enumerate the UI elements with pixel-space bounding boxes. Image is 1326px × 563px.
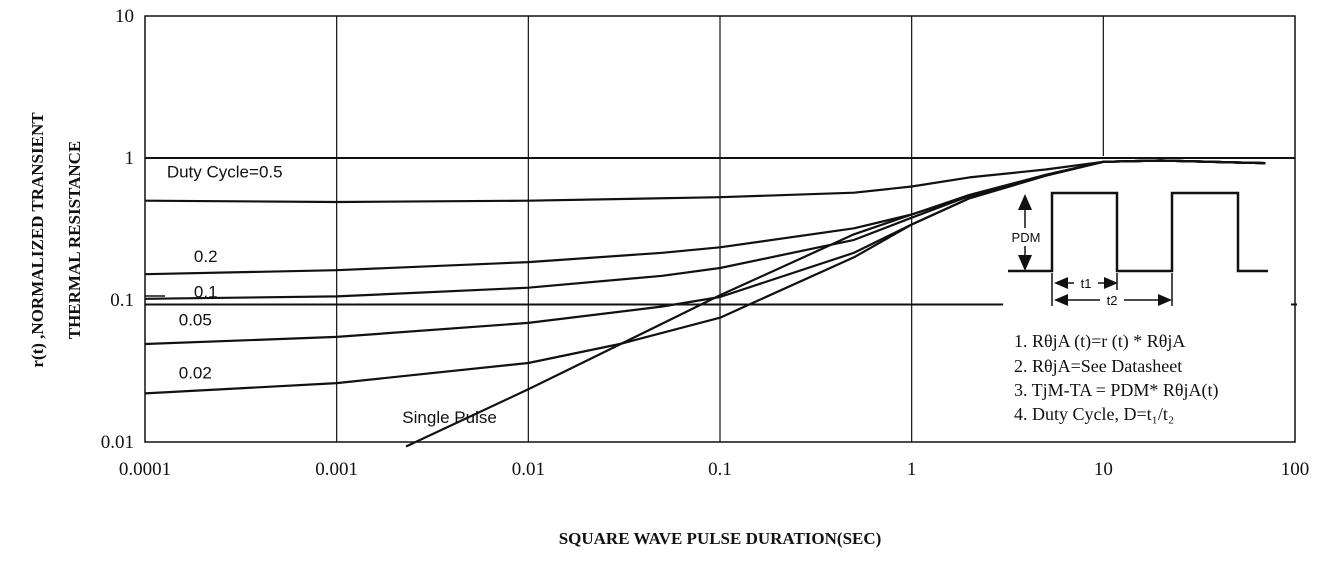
t2-label-bg bbox=[1100, 293, 1124, 309]
y-tick-label-1: 1 bbox=[125, 148, 135, 169]
reference-lines bbox=[145, 157, 1297, 306]
pulse-waveform-inset bbox=[1008, 191, 1268, 306]
note-4: 4. Duty Cycle, D=t₁/t₂ bbox=[1014, 404, 1174, 424]
t2-label: t2 bbox=[1107, 293, 1118, 308]
series-line-1 bbox=[144, 159, 1266, 204]
y-tick-label-0.1: 0.1 bbox=[110, 290, 134, 311]
x-tick-label-10: 10 bbox=[1094, 459, 1113, 480]
grid-layer bbox=[144, 15, 1296, 443]
series-line-4 bbox=[144, 159, 1266, 346]
note-2: 2. RθjA=See Datasheet bbox=[1014, 356, 1182, 376]
y-tick-label-10: 10 bbox=[115, 6, 134, 27]
series-label-5: 0.02 bbox=[179, 364, 212, 383]
x-tick-label-0.001: 0.001 bbox=[315, 459, 358, 480]
x-tick-label-0.1: 0.1 bbox=[708, 459, 732, 480]
y-axis-title-line1: r(t) ,NORMALIZED TRANSIENT bbox=[28, 112, 47, 368]
pulse-waveform bbox=[1008, 191, 1268, 273]
note-1: 1. RθjA (t)=r (t) * RθjA bbox=[1014, 331, 1185, 352]
series-line-6 bbox=[405, 159, 1266, 448]
x-tick-label-0.0001: 0.0001 bbox=[119, 459, 171, 480]
series-label-1: Duty Cycle=0.5 bbox=[167, 162, 283, 181]
x-tick-label-100: 100 bbox=[1281, 459, 1310, 480]
series-layer bbox=[144, 159, 1266, 448]
series-label-3: 0.1 bbox=[194, 283, 218, 302]
t1-label-bg bbox=[1074, 276, 1098, 292]
t2-arrow-left bbox=[1054, 294, 1068, 306]
series-label-6: Single Pulse bbox=[402, 408, 497, 427]
t1-arrow-right bbox=[1104, 277, 1118, 289]
x-tick-label-1: 1 bbox=[907, 459, 917, 480]
series-label-2: 0.2 bbox=[194, 247, 218, 266]
note-3: 3. TjM-TA = PDM* RθjA(t) bbox=[1014, 380, 1219, 401]
pdm-label-bg bbox=[1006, 228, 1046, 246]
x-axis-title: SQUARE WAVE PULSE DURATION(SEC) bbox=[559, 529, 882, 548]
t1-label: t1 bbox=[1081, 276, 1092, 291]
pdm-label: PDM bbox=[1012, 230, 1041, 245]
pdm-arrow-up bbox=[1018, 194, 1032, 210]
t2-arrow-right bbox=[1158, 294, 1172, 306]
x-tick-label-0.01: 0.01 bbox=[512, 459, 545, 480]
annotation-notes: 1. RθjA (t)=r (t) * RθjA 2. RθjA=See Dat… bbox=[1014, 331, 1219, 424]
series-line-2 bbox=[144, 159, 1266, 276]
t1-arrow-left bbox=[1054, 277, 1068, 289]
series-label-4: 0.05 bbox=[179, 311, 212, 330]
y-tick-label-0.01: 0.01 bbox=[101, 432, 134, 453]
y-axis-title-line2: THERMAL RESISTANCE bbox=[65, 141, 84, 340]
pdm-arrow-down bbox=[1018, 255, 1032, 271]
curve-labels: Duty Cycle=0.5 0.2 0.1 0.05 0.02 Single Pulse bbox=[167, 162, 497, 427]
tick-labels: 0.0001 0.001 0.01 0.1 1 10 100 0.01 0.1 1 10 bbox=[101, 6, 1310, 480]
